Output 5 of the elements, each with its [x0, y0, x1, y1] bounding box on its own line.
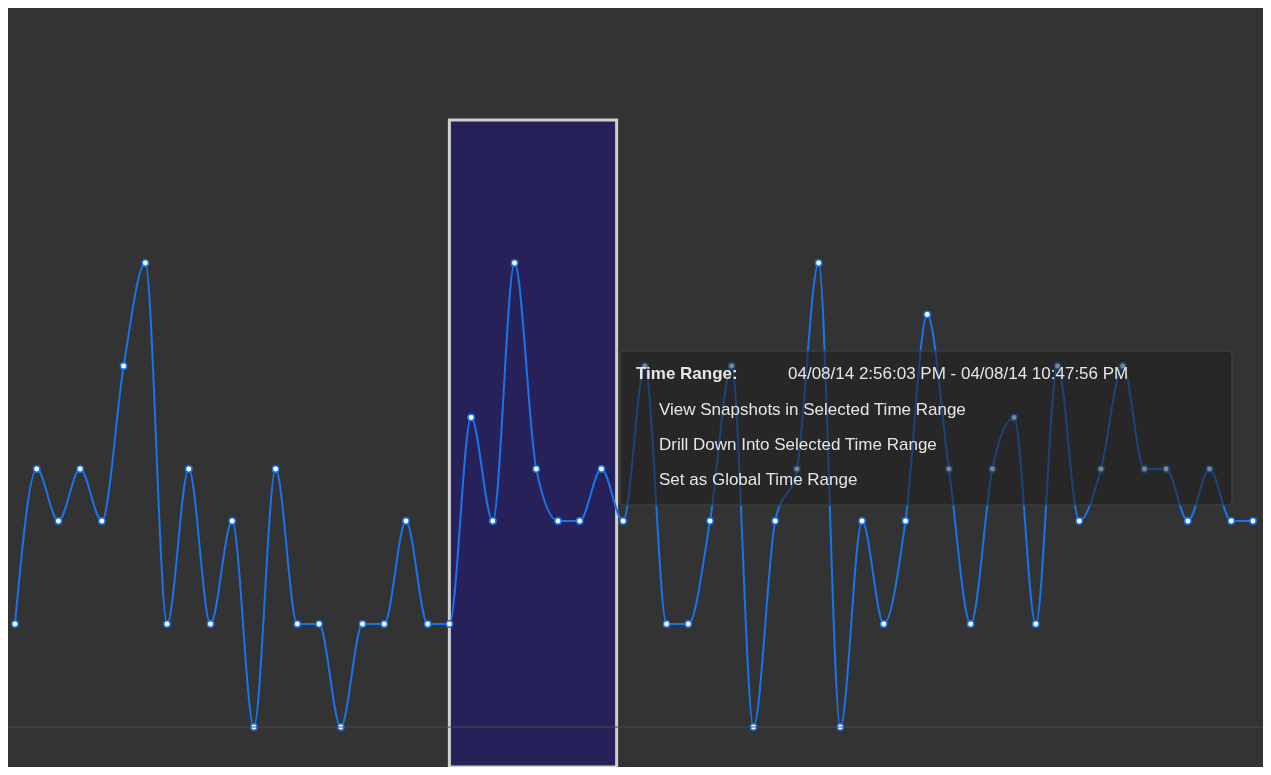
annotation: Time Range: — [636, 364, 738, 383]
annotation: Drill Down Into Selected Time Range — [659, 435, 937, 454]
annotation: 04/08/14 2:56:03 PM - 04/08/14 10:47:56 PM — [788, 364, 1129, 383]
annotation: View Snapshots in Selected Time Range — [659, 400, 966, 419]
annotation: Set as Global Time Range — [659, 470, 858, 489]
